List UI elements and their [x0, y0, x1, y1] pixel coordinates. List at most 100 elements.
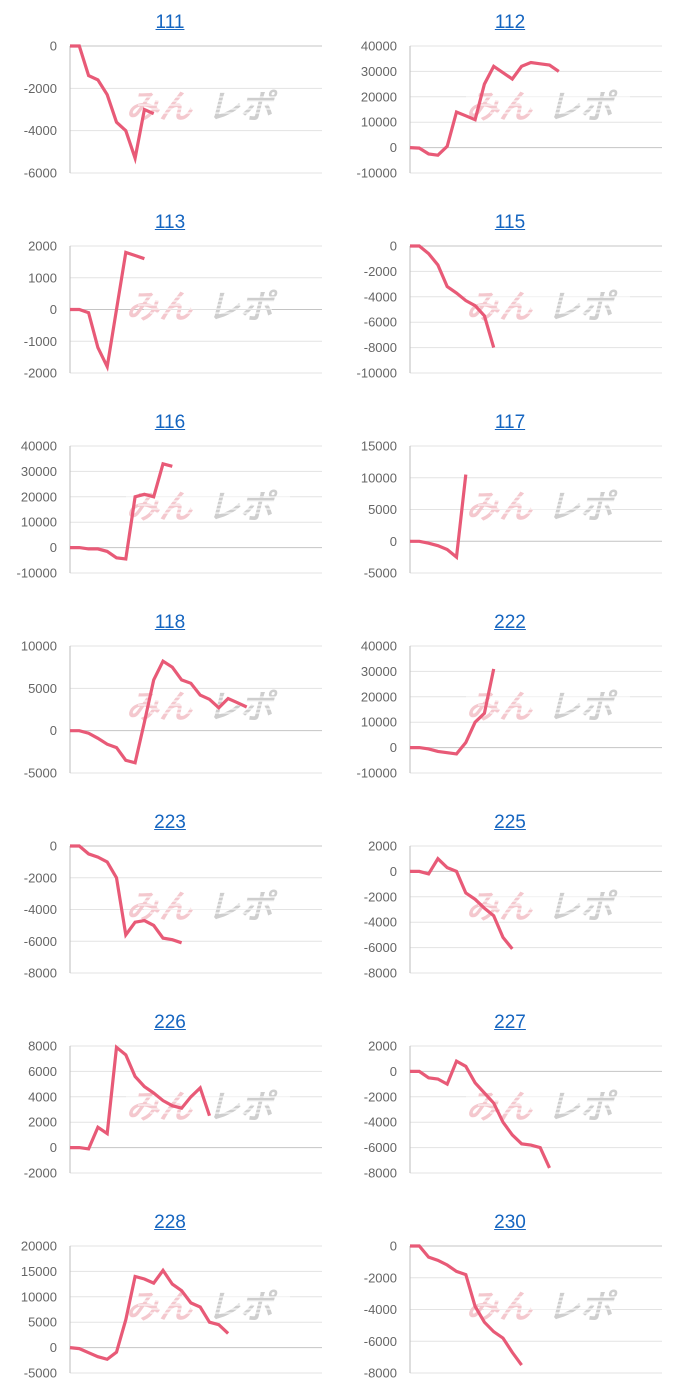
y-tick-label: 0	[390, 239, 397, 254]
y-tick-label: 2000	[368, 1039, 397, 1054]
y-tick-label: 10000	[21, 1289, 57, 1304]
watermark-logo: みん レポ	[466, 487, 630, 526]
y-tick-label: -5000	[24, 766, 57, 781]
chart-panel-116: 116 -10000 0 10000 20000 30000 40000 みん レポ	[0, 400, 340, 600]
svg-text:レポ: レポ	[547, 487, 618, 526]
chart-title-link[interactable]: 116	[154, 412, 186, 433]
chart-title-link[interactable]: 113	[154, 212, 186, 233]
y-tick-label: -2000	[364, 264, 397, 279]
chart-title-link[interactable]: 111	[155, 12, 185, 33]
chart-title-link[interactable]: 228	[154, 1212, 186, 1233]
y-tick-label: -6000	[24, 934, 57, 949]
y-tick-label: 4000	[28, 1089, 57, 1104]
y-tick-label: 6000	[28, 1064, 57, 1079]
svg-text:みん: みん	[126, 487, 193, 526]
y-tick-label: -4000	[364, 1115, 397, 1130]
y-tick-label: -10000	[17, 566, 57, 581]
svg-text:レポ: レポ	[547, 1287, 618, 1326]
line-chart: -2000 0 2000 4000 6000 8000 みん レポ	[24, 1039, 322, 1181]
y-tick-label: -6000	[364, 940, 397, 955]
y-tick-label: -2000	[24, 366, 57, 381]
svg-text:レポ: レポ	[547, 287, 618, 326]
y-tick-label: -2000	[364, 1270, 397, 1285]
chart-title-link[interactable]: 223	[154, 812, 186, 833]
chart-title-link[interactable]: 117	[494, 412, 526, 433]
y-tick-label: 10000	[361, 715, 397, 730]
y-tick-label: 5000	[28, 681, 57, 696]
y-tick-label: 0	[50, 540, 57, 555]
y-tick-label: 0	[50, 302, 57, 317]
svg-text:みん: みん	[126, 687, 193, 726]
svg-text:みん: みん	[466, 1287, 533, 1326]
line-chart: -6000 -4000 -2000 0 みん レポ	[24, 39, 322, 181]
series-line	[409, 60, 560, 157]
line-chart: -2000 -1000 0 1000 2000 みん レポ	[24, 239, 322, 381]
chart-title-link[interactable]: 222	[494, 612, 526, 633]
series-line	[410, 244, 496, 349]
y-tick-label: -6000	[24, 166, 57, 181]
watermark-logo: みん レポ	[466, 687, 630, 726]
y-tick-label: -2000	[364, 889, 397, 904]
series-line	[410, 856, 514, 950]
svg-text:レポ: レポ	[207, 487, 278, 526]
chart-panel-118: 118 -5000 0 5000 10000 みん レポ	[0, 600, 340, 800]
chart-title-link[interactable]: 112	[494, 12, 526, 33]
y-tick-label: 30000	[21, 464, 57, 479]
y-tick-label: 10000	[361, 470, 397, 485]
y-tick-label: 15000	[361, 439, 397, 454]
chart-title-link[interactable]: 115	[494, 212, 526, 233]
chart-panel-227: 227 -8000 -6000 -4000 -2000 0 2000 みん レポ	[340, 1000, 680, 1200]
chart-title-link[interactable]: 226	[154, 1012, 186, 1033]
series-line	[70, 44, 155, 165]
line-chart: -8000 -6000 -4000 -2000 0 2000 みん レポ	[364, 839, 662, 981]
y-tick-label: -8000	[364, 1366, 397, 1381]
line-chart: -10000 0 10000 20000 30000 40000 みん レポ	[357, 39, 662, 181]
y-tick-label: 20000	[361, 89, 397, 104]
y-tick-label: -5000	[24, 1366, 57, 1381]
svg-text:みん: みん	[126, 287, 193, 326]
y-tick-label: -4000	[24, 902, 57, 917]
svg-text:みん: みん	[126, 887, 193, 926]
line-chart: -8000 -6000 -4000 -2000 0 みん レポ	[364, 1239, 662, 1381]
chart-panel-113: 113 -2000 -1000 0 1000 2000 みん レポ	[0, 200, 340, 400]
chart-title-link[interactable]: 227	[494, 1012, 526, 1033]
y-tick-label: 2000	[28, 239, 57, 254]
svg-text:みん: みん	[126, 87, 193, 126]
chart-title-link[interactable]: 225	[494, 812, 526, 833]
chart-panel-223: 223 -8000 -6000 -4000 -2000 0 みん レポ	[0, 800, 340, 1000]
line-chart: -10000 0 10000 20000 30000 40000 みん レポ	[357, 639, 662, 781]
line-chart: -10000 -8000 -6000 -4000 -2000 0 みん レポ	[357, 239, 662, 381]
watermark-logo: みん レポ	[126, 1287, 290, 1326]
svg-text:レポ: レポ	[207, 1087, 278, 1126]
y-tick-label: -10000	[357, 166, 397, 181]
y-tick-label: 15000	[21, 1264, 57, 1279]
series-line	[70, 250, 145, 372]
watermark-logo: みん レポ	[466, 1087, 630, 1126]
series-line	[410, 474, 468, 561]
y-tick-label: -6000	[364, 1334, 397, 1349]
chart-panel-112: 112 -10000 0 10000 20000 30000 40000 みん レポ	[340, 0, 680, 200]
y-tick-label: 40000	[361, 39, 397, 54]
line-chart: -8000 -6000 -4000 -2000 0 2000 みん レポ	[364, 1039, 662, 1181]
watermark-logo: みん レポ	[126, 1087, 290, 1126]
chart-title-link[interactable]: 230	[494, 1212, 526, 1233]
svg-text:レポ: レポ	[547, 687, 618, 726]
watermark-logo: みん レポ	[466, 287, 630, 326]
chart-title-link[interactable]: 118	[154, 612, 186, 633]
y-tick-label: -4000	[364, 1302, 397, 1317]
y-tick-label: 0	[50, 1340, 57, 1355]
y-tick-label: 30000	[361, 64, 397, 79]
series-line	[410, 1244, 523, 1367]
y-tick-label: 0	[390, 740, 397, 755]
y-tick-label: 40000	[361, 639, 397, 654]
y-tick-label: -8000	[364, 966, 397, 981]
y-tick-label: -2000	[24, 81, 57, 96]
y-tick-label: 2000	[28, 1115, 57, 1130]
y-tick-label: 10000	[21, 515, 57, 530]
y-tick-label: -5000	[364, 566, 397, 581]
svg-text:みん: みん	[466, 887, 533, 926]
y-tick-label: -4000	[364, 915, 397, 930]
watermark-logo: みん レポ	[126, 87, 290, 126]
y-tick-label: 0	[50, 39, 57, 54]
